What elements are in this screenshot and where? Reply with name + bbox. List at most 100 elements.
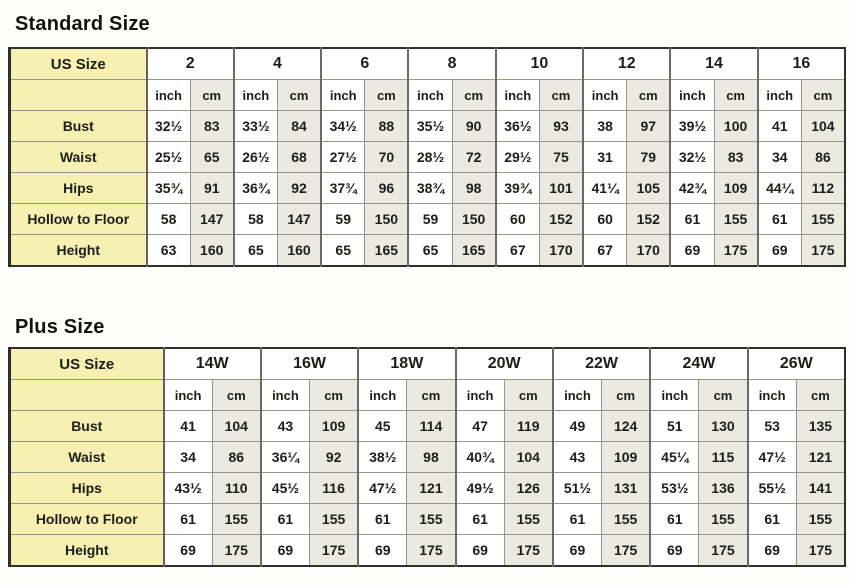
- measurement-inch-value: 45½: [259, 472, 311, 504]
- measurement-inch-value: 27½: [320, 141, 366, 173]
- measurement-inch-value: 69: [454, 534, 505, 567]
- size-column-header: 8: [407, 47, 497, 80]
- unit-header-cm: cm: [626, 79, 671, 111]
- measurement-label-cell: Hollow to Floor: [9, 203, 148, 235]
- unit-header-inch: inch: [454, 379, 505, 411]
- size-column-header: 2: [145, 47, 235, 80]
- measurement-cm-value: 96: [364, 172, 409, 204]
- measurement-cm-value: 175: [800, 234, 846, 267]
- measurement-cm-value: 152: [626, 203, 671, 235]
- measurement-cm-value: 88: [364, 110, 409, 142]
- measurement-cm-value: 124: [601, 410, 651, 442]
- measurement-cm-value: 104: [211, 410, 262, 442]
- measurement-inch-value: 58: [232, 203, 278, 235]
- measurement-cm-value: 160: [189, 234, 235, 267]
- measurement-inch-value: 61: [551, 503, 603, 535]
- measurement-inch-value: 47: [454, 410, 505, 442]
- measurement-inch-value: 59: [320, 203, 366, 235]
- measurement-inch-value: 39½: [669, 110, 715, 142]
- measurement-inch-value: 53: [746, 410, 797, 442]
- measurement-cm-value: 93: [538, 110, 584, 142]
- measurement-cm-value: 121: [406, 472, 457, 504]
- unit-header-cm: cm: [276, 79, 322, 111]
- measurement-cm-value: 175: [309, 534, 359, 567]
- measurement-label-cell: Waist: [9, 441, 165, 473]
- measurement-cm-value: 155: [698, 503, 749, 535]
- size-column-header: 14: [669, 47, 759, 80]
- measurement-cm-value: 92: [276, 172, 322, 204]
- measurement-cm-value: 70: [364, 141, 409, 173]
- measurement-label-cell: Bust: [9, 410, 165, 442]
- unit-header-inch: inch: [162, 379, 213, 411]
- measurement-inch-value: 69: [551, 534, 603, 567]
- unit-row-blank-cell: [9, 79, 148, 111]
- measurement-inch-value: 45¼: [649, 441, 700, 473]
- measurement-cm-value: 155: [406, 503, 457, 535]
- measurement-cm-value: 68: [276, 141, 322, 173]
- measurement-cm-value: 110: [211, 472, 262, 504]
- measurement-inch-value: 44¼: [756, 172, 802, 204]
- measurement-cm-value: 175: [795, 534, 846, 567]
- measurement-cm-value: 109: [601, 441, 651, 473]
- measurement-cm-value: 175: [601, 534, 651, 567]
- measurement-inch-value: 36¾: [232, 172, 278, 204]
- measurement-inch-value: 67: [582, 234, 628, 267]
- unit-header-cm: cm: [451, 79, 497, 111]
- measurement-cm-value: 147: [189, 203, 235, 235]
- measurement-cm-value: 121: [795, 441, 846, 473]
- measurement-inch-value: 35¾: [145, 172, 191, 204]
- size-column-header: 20W: [454, 347, 554, 380]
- measurement-cm-value: 155: [309, 503, 359, 535]
- measurement-cm-value: 141: [795, 472, 846, 504]
- size-column-header: 14W: [162, 347, 262, 380]
- unit-header-inch: inch: [649, 379, 700, 411]
- measurement-cm-value: 104: [503, 441, 554, 473]
- measurement-inch-value: 61: [669, 203, 715, 235]
- measurement-cm-value: 126: [503, 472, 554, 504]
- measurement-inch-value: 35½: [407, 110, 453, 142]
- measurement-inch-value: 58: [145, 203, 191, 235]
- unit-header-inch: inch: [407, 79, 453, 111]
- measurement-inch-value: 34½: [320, 110, 366, 142]
- standard-size-table: US Size 2 4 6 8 10 12 14 16 inch cm inch cm inch cm inc…: [8, 47, 846, 267]
- measurement-cm-value: 155: [795, 503, 846, 535]
- unit-header-inch: inch: [232, 79, 278, 111]
- measurement-cm-value: 116: [309, 472, 359, 504]
- measurement-inch-value: 61: [357, 503, 408, 535]
- measurement-inch-value: 31: [582, 141, 628, 173]
- measurement-cm-value: 136: [698, 472, 749, 504]
- measurement-inch-value: 60: [494, 203, 540, 235]
- measurement-inch-value: 36½: [494, 110, 540, 142]
- measurement-cm-value: 147: [276, 203, 322, 235]
- measurement-inch-value: 61: [162, 503, 213, 535]
- size-column-header: 22W: [551, 347, 651, 380]
- measurement-inch-value: 59: [407, 203, 453, 235]
- measurement-inch-value: 32½: [669, 141, 715, 173]
- measurement-inch-value: 65: [232, 234, 278, 267]
- measurement-inch-value: 61: [746, 503, 797, 535]
- unit-header-inch: inch: [494, 79, 540, 111]
- measurement-inch-value: 63: [145, 234, 191, 267]
- measurement-inch-value: 69: [756, 234, 802, 267]
- unit-header-inch: inch: [357, 379, 408, 411]
- measurement-cm-value: 131: [601, 472, 651, 504]
- measurement-cm-value: 83: [713, 141, 759, 173]
- measurement-cm-value: 170: [538, 234, 584, 267]
- measurement-label-cell: Waist: [9, 141, 148, 173]
- measurement-inch-value: 61: [454, 503, 505, 535]
- unit-header-cm: cm: [364, 79, 409, 111]
- measurement-inch-value: 43: [259, 410, 311, 442]
- us-size-header-cell: US Size: [9, 347, 165, 380]
- measurement-cm-value: 105: [626, 172, 671, 204]
- measurement-cm-value: 109: [713, 172, 759, 204]
- measurement-cm-value: 119: [503, 410, 554, 442]
- measurement-label-cell: Hips: [9, 172, 148, 204]
- measurement-cm-value: 91: [189, 172, 235, 204]
- measurement-label-cell: Bust: [9, 110, 148, 142]
- measurement-inch-value: 51½: [551, 472, 603, 504]
- us-size-header-cell: US Size: [9, 47, 148, 80]
- measurement-cm-value: 75: [538, 141, 584, 173]
- measurement-cm-value: 135: [795, 410, 846, 442]
- unit-header-inch: inch: [669, 79, 715, 111]
- unit-header-cm: cm: [800, 79, 846, 111]
